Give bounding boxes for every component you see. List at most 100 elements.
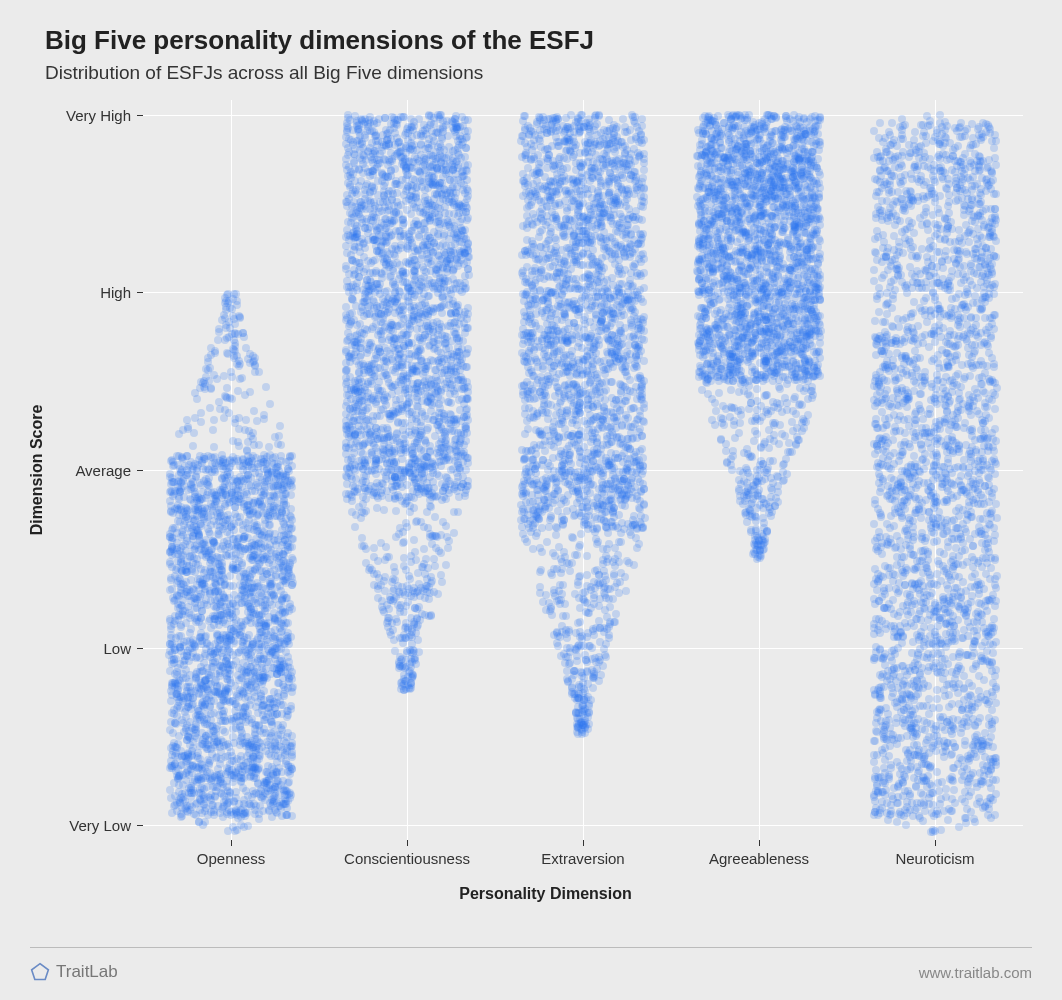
data-point bbox=[456, 218, 464, 226]
data-point bbox=[622, 494, 630, 502]
data-point bbox=[241, 391, 249, 399]
data-point bbox=[270, 591, 278, 599]
data-point bbox=[912, 724, 920, 732]
data-point bbox=[279, 518, 287, 526]
data-point bbox=[992, 137, 1000, 145]
data-point bbox=[895, 457, 903, 465]
data-point bbox=[179, 596, 187, 604]
data-point bbox=[612, 610, 620, 618]
data-point bbox=[600, 264, 608, 272]
xtick-mark bbox=[935, 840, 936, 846]
data-point bbox=[347, 219, 355, 227]
data-point bbox=[462, 413, 470, 421]
data-point bbox=[981, 338, 989, 346]
data-point bbox=[887, 761, 895, 769]
data-point bbox=[428, 141, 436, 149]
data-point bbox=[392, 245, 400, 253]
data-point bbox=[903, 527, 911, 535]
data-point bbox=[529, 498, 537, 506]
data-point bbox=[914, 563, 922, 571]
data-point bbox=[441, 432, 449, 440]
data-point bbox=[915, 767, 923, 775]
data-point bbox=[560, 231, 568, 239]
data-point bbox=[746, 147, 754, 155]
data-point bbox=[619, 115, 627, 123]
data-point bbox=[362, 545, 370, 553]
data-point bbox=[526, 295, 534, 303]
data-point bbox=[987, 766, 995, 774]
data-point bbox=[432, 270, 440, 278]
data-point bbox=[637, 272, 645, 280]
data-point bbox=[410, 536, 418, 544]
data-point bbox=[951, 421, 959, 429]
data-point bbox=[880, 271, 888, 279]
data-point bbox=[953, 246, 961, 254]
data-point bbox=[406, 508, 414, 516]
data-point bbox=[746, 355, 754, 363]
data-point bbox=[577, 683, 585, 691]
data-point bbox=[906, 516, 914, 524]
data-point bbox=[262, 383, 270, 391]
data-point bbox=[727, 360, 735, 368]
data-point bbox=[709, 279, 717, 287]
data-point bbox=[754, 308, 762, 316]
data-point bbox=[519, 388, 527, 396]
data-point bbox=[637, 231, 645, 239]
data-point bbox=[701, 308, 709, 316]
data-point bbox=[981, 417, 989, 425]
data-point bbox=[947, 273, 955, 281]
data-point bbox=[351, 112, 359, 120]
data-point bbox=[978, 611, 986, 619]
data-point bbox=[584, 525, 592, 533]
data-point bbox=[990, 455, 998, 463]
data-point bbox=[629, 305, 637, 313]
data-point bbox=[557, 397, 565, 405]
data-point bbox=[582, 141, 590, 149]
data-point bbox=[893, 714, 901, 722]
data-point bbox=[753, 385, 761, 393]
data-point bbox=[795, 401, 803, 409]
data-point bbox=[941, 252, 949, 260]
data-point bbox=[244, 582, 252, 590]
data-point bbox=[189, 515, 197, 523]
data-point bbox=[185, 461, 193, 469]
data-point bbox=[728, 404, 736, 412]
data-point bbox=[542, 392, 550, 400]
data-point bbox=[729, 377, 737, 385]
data-point bbox=[185, 609, 193, 617]
data-point bbox=[171, 760, 179, 768]
data-point bbox=[175, 772, 183, 780]
data-point bbox=[894, 684, 902, 692]
data-point bbox=[931, 220, 939, 228]
data-point bbox=[603, 613, 611, 621]
data-point bbox=[737, 244, 745, 252]
data-point bbox=[428, 577, 436, 585]
data-point bbox=[871, 737, 879, 745]
data-point bbox=[353, 227, 361, 235]
data-point bbox=[985, 181, 993, 189]
data-point bbox=[816, 333, 824, 341]
data-point bbox=[421, 489, 429, 497]
data-point bbox=[974, 486, 982, 494]
data-point bbox=[955, 823, 963, 831]
data-point bbox=[562, 114, 570, 122]
data-point bbox=[901, 496, 909, 504]
data-point bbox=[889, 570, 897, 578]
data-point bbox=[273, 699, 281, 707]
data-point bbox=[697, 266, 705, 274]
data-point bbox=[288, 605, 296, 613]
data-point bbox=[389, 260, 397, 268]
data-point bbox=[912, 783, 920, 791]
data-point bbox=[270, 483, 278, 491]
data-point bbox=[911, 273, 919, 281]
data-point bbox=[883, 604, 891, 612]
data-point bbox=[543, 293, 551, 301]
data-point bbox=[398, 216, 406, 224]
data-point bbox=[400, 191, 408, 199]
data-point bbox=[633, 416, 641, 424]
data-point bbox=[280, 660, 288, 668]
data-point bbox=[915, 633, 923, 641]
data-point bbox=[952, 342, 960, 350]
data-point bbox=[265, 443, 273, 451]
data-point bbox=[212, 580, 220, 588]
